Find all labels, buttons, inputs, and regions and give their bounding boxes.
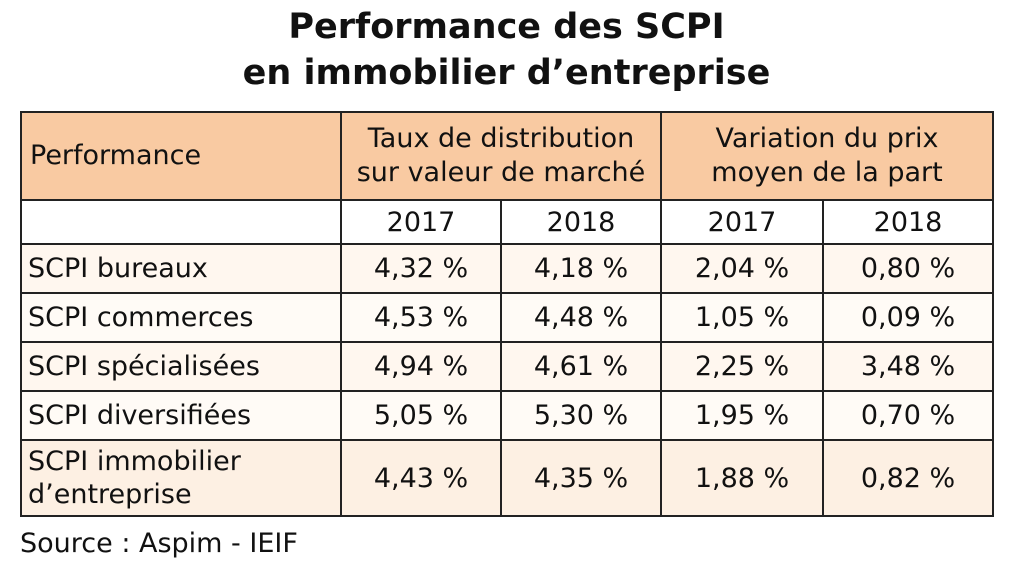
table-cell: 4,48 % <box>500 292 662 343</box>
table-row: SCPI diversifiées 5,05 % 5,30 % 1,95 % 0… <box>20 390 995 441</box>
row-label: SCPI diversifiées <box>20 390 342 441</box>
table-cell: 1,95 % <box>660 390 824 441</box>
table-cell: 5,30 % <box>500 390 662 441</box>
row-label-line-2: d’entreprise <box>28 479 192 510</box>
table-header-row: Performance Taux de distribution sur val… <box>20 111 995 201</box>
row-label-line-1: SCPI immobilier <box>28 446 241 477</box>
header-distribution-line-2: sur valeur de marché <box>356 157 646 188</box>
row-label: SCPI immobilier d’entreprise <box>20 439 342 517</box>
table-cell: 2,04 % <box>660 243 824 294</box>
year-header: 2017 <box>660 199 824 245</box>
table-cell: 4,53 % <box>340 292 502 343</box>
table-cell: 1,88 % <box>660 439 824 517</box>
row-label: SCPI bureaux <box>20 243 342 294</box>
header-distribution-rate: Taux de distribution sur valeur de march… <box>340 111 662 201</box>
header-price-line-1: Variation du prix <box>715 123 939 154</box>
header-performance: Performance <box>20 111 342 201</box>
row-label: SCPI commerces <box>20 292 342 343</box>
table-cell: 4,94 % <box>340 341 502 392</box>
title-line-2: en immobilier d’entreprise <box>242 53 771 93</box>
table-cell: 3,48 % <box>821 341 995 392</box>
table-row: SCPI spécialisées 4,94 % 4,61 % 2,25 % 3… <box>20 341 995 392</box>
table-cell: 0,80 % <box>821 243 995 294</box>
header-distribution-line-1: Taux de distribution <box>367 123 635 154</box>
table-cell: 4,18 % <box>500 243 662 294</box>
header-price-line-2: moyen de la part <box>711 157 943 188</box>
source-note: Source : Aspim - IEIF <box>20 528 298 559</box>
table-cell: 0,82 % <box>821 439 995 517</box>
table-cell: 4,43 % <box>340 439 502 517</box>
table-cell: 4,35 % <box>500 439 662 517</box>
table-row: SCPI immobilier d’entreprise 4,43 % 4,35… <box>20 439 995 517</box>
table-cell: 0,70 % <box>821 390 995 441</box>
performance-table: Performance Taux de distribution sur val… <box>20 111 995 517</box>
page-title: Performance des SCPI en immobilier d’ent… <box>0 4 1013 96</box>
year-header: 2018 <box>821 199 995 245</box>
table-row: SCPI bureaux 4,32 % 4,18 % 2,04 % 0,80 % <box>20 243 995 294</box>
table-cell: 4,32 % <box>340 243 502 294</box>
year-header-empty <box>20 199 342 245</box>
table-cell: 5,05 % <box>340 390 502 441</box>
header-price-variation: Variation du prix moyen de la part <box>659 111 995 201</box>
row-label: SCPI spécialisées <box>20 341 342 392</box>
table-cell: 1,05 % <box>660 292 824 343</box>
table-cell: 2,25 % <box>660 341 824 392</box>
table-cell: 0,09 % <box>821 292 995 343</box>
year-header: 2018 <box>500 199 662 245</box>
table-cell: 4,61 % <box>500 341 662 392</box>
year-header: 2017 <box>340 199 502 245</box>
title-line-1: Performance des SCPI <box>288 7 725 47</box>
table-row: SCPI commerces 4,53 % 4,48 % 1,05 % 0,09… <box>20 292 995 343</box>
year-header-row: 2017 2018 2017 2018 <box>20 199 995 245</box>
